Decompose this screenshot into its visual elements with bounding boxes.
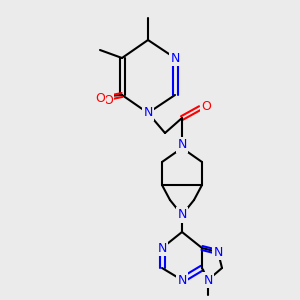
Text: N: N <box>213 245 223 259</box>
Text: O: O <box>201 100 211 112</box>
Text: N: N <box>177 274 187 286</box>
Text: N: N <box>157 242 167 254</box>
Text: N: N <box>143 106 153 119</box>
Text: N: N <box>170 52 180 64</box>
Text: N: N <box>177 208 187 221</box>
Text: O: O <box>103 94 113 107</box>
Text: N: N <box>177 139 187 152</box>
Text: O: O <box>95 92 105 104</box>
Text: N: N <box>203 274 213 286</box>
